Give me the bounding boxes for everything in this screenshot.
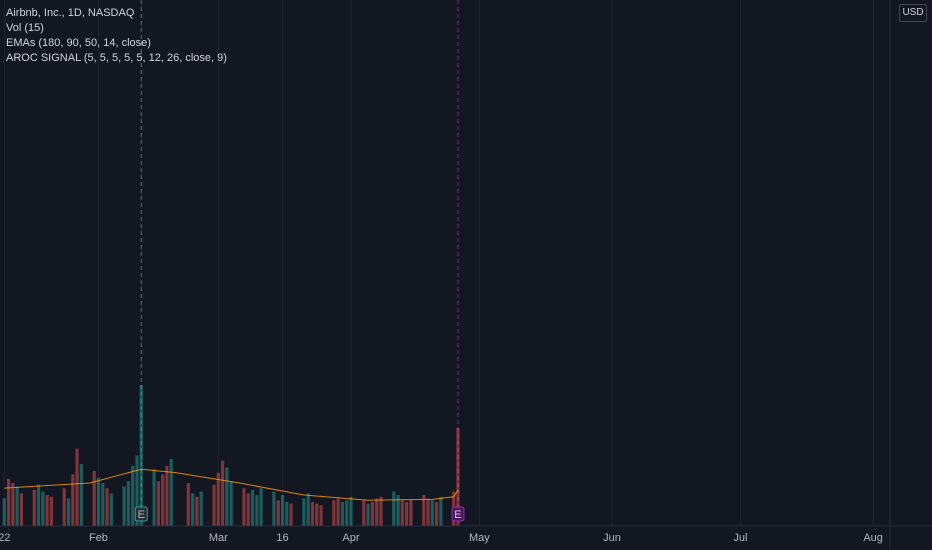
earnings-badge-label: E [138, 509, 145, 521]
volume-bar [285, 501, 289, 526]
volume-bar [306, 493, 310, 526]
volume-bar [152, 469, 156, 526]
volume-bar [349, 496, 353, 526]
volume-bar [409, 500, 413, 526]
time-tick-label: 16 [276, 532, 288, 544]
volume-bar [11, 483, 15, 526]
time-tick-label: Mar [209, 532, 228, 544]
volume-bar [49, 496, 53, 526]
volume-bar [126, 481, 131, 526]
earnings-badge-label: E [454, 509, 461, 521]
volume-bar [6, 478, 11, 526]
volume-bar [434, 501, 439, 526]
volume-bar [191, 493, 195, 526]
volume-bar [109, 493, 113, 526]
volume-bar [131, 465, 135, 526]
volume-bar [379, 496, 383, 526]
volume-bar [2, 498, 6, 526]
volume-bar [319, 505, 323, 526]
earnings-badge-icon [134, 506, 148, 522]
volume-bar [122, 486, 126, 526]
volume-bar [199, 491, 203, 526]
volume-layer [2, 384, 460, 526]
volume-bar [315, 503, 319, 526]
volume-bar [45, 495, 49, 526]
volume-bar [375, 498, 379, 526]
volume-bar [62, 488, 66, 526]
volume-bar [195, 496, 199, 526]
time-tick-label: May [469, 532, 490, 544]
volume-bar [246, 493, 250, 526]
volume-bar [362, 500, 366, 526]
volume-bar [250, 489, 255, 526]
volume-bar [345, 500, 349, 526]
volume-bar [336, 498, 340, 526]
volume-bar [280, 495, 285, 526]
volume-bar [332, 500, 336, 526]
volume-bar [19, 493, 24, 526]
volume-bar [302, 498, 306, 526]
volume-bar [212, 484, 216, 526]
volume-bar [92, 470, 96, 526]
volume-bar [392, 491, 396, 526]
price-axis-bg [890, 0, 932, 550]
volume-bar [135, 455, 139, 526]
volume-bar [15, 486, 19, 526]
volume-bar [220, 460, 225, 526]
volume-bar [242, 488, 246, 526]
volume-bar [216, 472, 220, 526]
volume-bar [255, 495, 259, 526]
volume-bar [405, 501, 409, 526]
volume-bar [79, 464, 83, 526]
volume-bar [396, 495, 400, 526]
volume-bar [426, 498, 430, 526]
volume-bar [186, 483, 190, 526]
volume-bar [456, 427, 460, 526]
volume-ma-line [4, 468, 459, 501]
volume-bar [41, 491, 45, 526]
currency-button[interactable]: USD [899, 4, 927, 22]
volume-bar [101, 483, 105, 526]
volume-bar [75, 448, 79, 526]
volume-bar [400, 500, 404, 526]
earnings-badge-icon [451, 506, 465, 522]
volume-bar [272, 491, 276, 526]
volume-bar [32, 489, 36, 526]
volume-bar [366, 503, 370, 526]
volume-bar [422, 495, 426, 526]
volume-bar [340, 501, 345, 526]
volume-bar [225, 467, 229, 526]
time-tick-label: Apr [342, 532, 359, 544]
volume-bar [276, 500, 280, 526]
time-tick-label: Jun [603, 532, 621, 544]
time-tick-label: Aug [863, 532, 883, 544]
volume-bar [169, 458, 173, 526]
volume-bar [229, 481, 233, 526]
volume-bar [165, 465, 169, 526]
time-tick-label: Feb [89, 532, 108, 544]
volume-bar [96, 477, 101, 526]
volume-bar [430, 500, 434, 526]
volume-bar [156, 481, 160, 526]
time-tick-label: 22 [0, 532, 10, 544]
volume-bar [259, 488, 263, 526]
volume-bar [310, 501, 315, 526]
volume-bar [36, 484, 41, 526]
volume-bar [370, 501, 374, 526]
volume-bar [289, 503, 293, 526]
volume-bar [139, 384, 143, 526]
volume-bar [71, 474, 75, 526]
volume-bar [161, 474, 165, 526]
time-tick-label: Jul [733, 532, 747, 544]
volume-bar [66, 498, 71, 526]
volume-bar [439, 496, 443, 526]
volume-bar [105, 488, 109, 526]
